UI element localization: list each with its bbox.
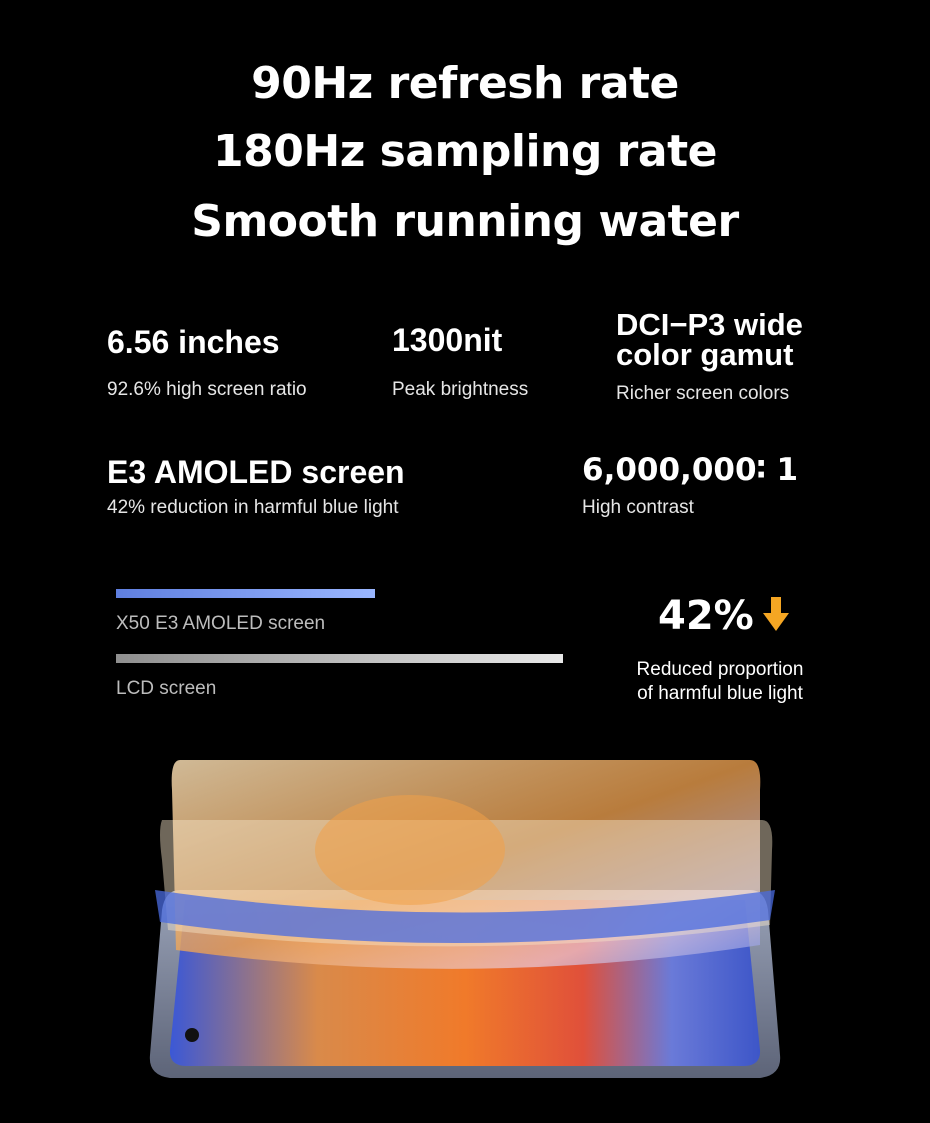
spec-brightness-sub: Peak brightness xyxy=(392,379,529,400)
spec-gamut-title-line2: color gamut xyxy=(616,337,794,372)
spec-gamut-sub: Richer screen colors xyxy=(616,383,790,404)
lcd-blue-light-bar xyxy=(116,654,563,663)
amoled-blue-light-bar xyxy=(116,589,376,598)
spec-screen-size-sub: 92.6% high screen ratio xyxy=(107,379,307,400)
curved-screen-phone-image xyxy=(149,760,781,1078)
reduction-caption-line1: Reduced proportion xyxy=(636,659,804,680)
headline-refresh-rate: 90Hz refresh rate xyxy=(251,58,679,109)
reduction-percent: 42% xyxy=(658,593,754,639)
amoled-bar-label: X50 E3 AMOLED screen xyxy=(116,613,326,634)
phone-illustration xyxy=(140,750,790,1090)
headline-sampling-rate: 180Hz sampling rate xyxy=(213,126,717,177)
spec-amoled-sub: 42% reduction in harmful blue light xyxy=(107,497,399,518)
spec-amoled-title: E3 AMOLED screen xyxy=(107,454,405,490)
spec-brightness-title: 1300nit xyxy=(392,322,503,358)
down-arrow-icon xyxy=(763,597,789,631)
spec-contrast-title: 6,000,000∶ 1 xyxy=(582,452,799,488)
headline-smooth: Smooth running water xyxy=(191,196,739,247)
reduction-caption-line2: of harmful blue light xyxy=(637,683,803,704)
spec-gamut-title-line1: DCI−P3 wide xyxy=(616,307,803,342)
spec-contrast-sub: High contrast xyxy=(582,497,694,518)
spec-screen-size-title: 6.56 inches xyxy=(107,324,280,360)
lcd-bar-label: LCD screen xyxy=(116,678,217,699)
